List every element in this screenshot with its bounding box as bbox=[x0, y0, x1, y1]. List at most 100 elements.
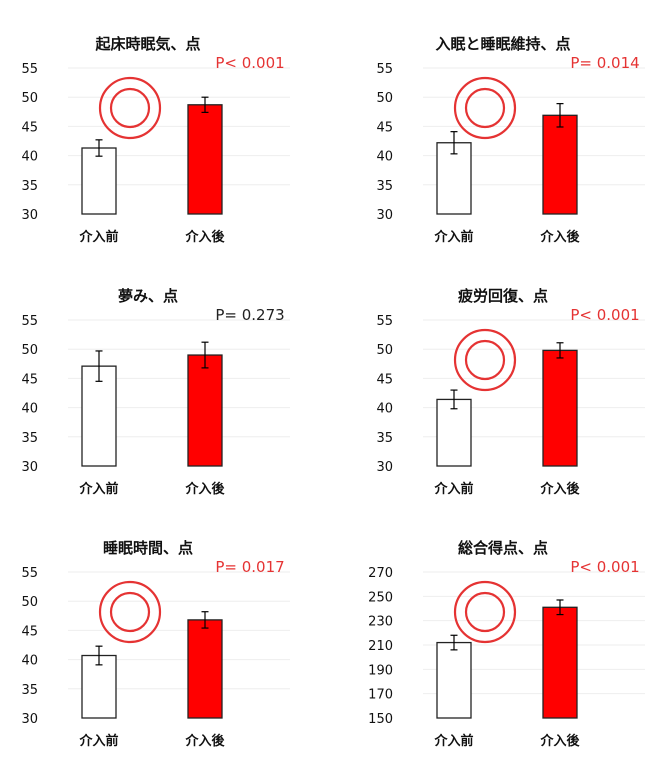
y-tick-label: 170 bbox=[368, 688, 393, 703]
x-category-label: 介入後 bbox=[539, 481, 580, 497]
chart-title: 睡眠時間、点 bbox=[103, 539, 193, 557]
y-tick-label: 35 bbox=[21, 179, 38, 194]
bar-after bbox=[187, 104, 223, 215]
chart-panel-2: 入眠と睡眠維持、点 30 35 40 45 50 55 P= 0.014 介入前 介入後 bbox=[376, 35, 645, 245]
y-tick-label: 30 bbox=[21, 712, 38, 727]
bar-after bbox=[542, 114, 578, 215]
y-tick-label: 50 bbox=[376, 91, 393, 106]
error-bar bbox=[201, 611, 209, 629]
y-tick-label: 40 bbox=[376, 150, 393, 165]
x-category-label: 介入前 bbox=[78, 481, 118, 497]
x-category-label: 介入後 bbox=[539, 733, 580, 749]
p-value-label: P= 0.014 bbox=[570, 54, 639, 72]
double-circle-icon bbox=[453, 328, 517, 392]
y-tick-label: 45 bbox=[21, 120, 38, 135]
double-circle-icon bbox=[98, 580, 162, 644]
y-tick-label: 55 bbox=[376, 314, 393, 329]
y-tick-label: 50 bbox=[21, 595, 38, 610]
y-tick-label: 50 bbox=[21, 91, 38, 106]
y-tick-label: 35 bbox=[376, 179, 393, 194]
x-category-label: 介入後 bbox=[184, 481, 225, 497]
p-value-label: P= 0.017 bbox=[215, 558, 284, 576]
y-tick-label: 30 bbox=[376, 460, 393, 475]
x-category-label: 介入前 bbox=[433, 481, 473, 497]
y-tick-label: 45 bbox=[21, 624, 38, 639]
chart-title: 入眠と睡眠維持、点 bbox=[435, 35, 570, 53]
bar-after bbox=[187, 354, 223, 467]
y-tick-label: 210 bbox=[368, 639, 393, 654]
y-tick-label: 55 bbox=[21, 566, 38, 581]
x-category-label: 介入前 bbox=[433, 733, 473, 749]
outer-ring bbox=[453, 328, 517, 392]
inner-ring bbox=[464, 87, 506, 129]
error-bar bbox=[201, 96, 209, 113]
bar-before bbox=[436, 142, 472, 215]
inner-ring bbox=[109, 87, 151, 129]
chart-panel-6: 総合得点、点 150 170 190 210 230 250 270 P< 0.001 介入前 介入… bbox=[368, 539, 645, 749]
y-tick-label: 40 bbox=[21, 654, 38, 669]
error-bar bbox=[201, 341, 209, 369]
y-tick-label: 35 bbox=[376, 431, 393, 446]
y-tick-label: 30 bbox=[21, 208, 38, 223]
y-tick-label: 150 bbox=[368, 712, 393, 727]
y-tick-label: 30 bbox=[376, 208, 393, 223]
bar-after bbox=[542, 349, 578, 467]
double-circle-icon bbox=[98, 76, 162, 140]
bar-before bbox=[81, 654, 117, 719]
bar-before bbox=[81, 147, 117, 215]
y-tick-label: 50 bbox=[376, 343, 393, 358]
y-tick-label: 55 bbox=[21, 314, 38, 329]
chart-panel-3: 夢み、点 30 35 40 45 50 55 P= 0.273 介入前 介入後 bbox=[21, 287, 290, 497]
outer-ring bbox=[98, 76, 162, 140]
error-bar bbox=[450, 131, 458, 155]
chart-panel-5: 睡眠時間、点 30 35 40 45 50 55 P= 0.017 介入前 介入後 bbox=[21, 539, 290, 749]
chart-title: 総合得点、点 bbox=[458, 539, 548, 557]
y-tick-label: 55 bbox=[21, 62, 38, 77]
double-circle-icon bbox=[453, 580, 517, 644]
chart-title: 起床時眠気、点 bbox=[94, 35, 200, 53]
x-category-label: 介入後 bbox=[184, 733, 225, 749]
x-category-label: 介入前 bbox=[78, 733, 118, 749]
bar-after bbox=[542, 606, 578, 719]
error-bar bbox=[95, 350, 103, 382]
outer-ring bbox=[453, 76, 517, 140]
y-tick-label: 30 bbox=[21, 460, 38, 475]
error-bar bbox=[556, 103, 564, 128]
error-bar bbox=[95, 645, 103, 666]
chart-panel-1: 起床時眠気、点 30 35 40 45 50 55 P< 0.001 介入前 介入後 bbox=[21, 35, 290, 245]
inner-ring bbox=[464, 591, 506, 633]
y-tick-label: 45 bbox=[376, 372, 393, 387]
x-category-label: 介入前 bbox=[78, 229, 118, 245]
error-bar bbox=[450, 389, 458, 410]
chart-panel-4: 疲労回復、点 30 35 40 45 50 55 P< 0.001 介入前 介入後 bbox=[376, 287, 645, 497]
p-value-label: P< 0.001 bbox=[570, 306, 639, 324]
bar-after bbox=[187, 619, 223, 719]
outer-ring bbox=[453, 580, 517, 644]
y-tick-label: 40 bbox=[21, 150, 38, 165]
y-tick-label: 40 bbox=[376, 402, 393, 417]
bar-before bbox=[436, 641, 472, 719]
y-tick-label: 270 bbox=[368, 566, 393, 581]
y-tick-label: 35 bbox=[21, 431, 38, 446]
p-value-label: P< 0.001 bbox=[570, 558, 639, 576]
double-circle-icon bbox=[453, 76, 517, 140]
p-value-label: P= 0.273 bbox=[215, 306, 284, 324]
error-bar bbox=[556, 599, 564, 616]
x-category-label: 介入後 bbox=[184, 229, 225, 245]
y-tick-label: 190 bbox=[368, 663, 393, 678]
y-tick-label: 55 bbox=[376, 62, 393, 77]
y-tick-label: 230 bbox=[368, 615, 393, 630]
y-tick-label: 45 bbox=[376, 120, 393, 135]
inner-ring bbox=[464, 339, 506, 381]
y-tick-label: 35 bbox=[21, 683, 38, 698]
error-bar bbox=[556, 342, 564, 359]
y-tick-label: 40 bbox=[21, 402, 38, 417]
y-tick-label: 45 bbox=[21, 372, 38, 387]
chart-title: 夢み、点 bbox=[118, 287, 178, 305]
y-tick-label: 250 bbox=[368, 590, 393, 605]
bar-before bbox=[81, 365, 117, 467]
chart-title: 疲労回復、点 bbox=[458, 287, 548, 305]
inner-ring bbox=[109, 591, 151, 633]
